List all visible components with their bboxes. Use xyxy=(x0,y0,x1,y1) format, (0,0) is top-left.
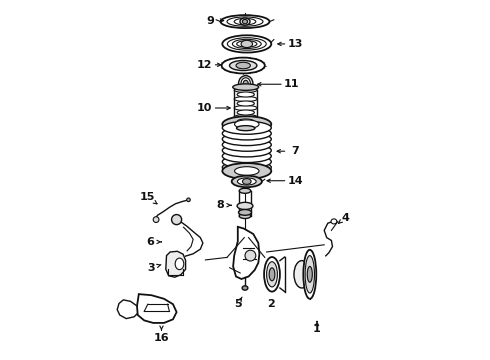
Text: 10: 10 xyxy=(197,103,212,113)
Text: 3: 3 xyxy=(147,263,154,273)
Ellipse shape xyxy=(239,76,253,91)
Ellipse shape xyxy=(229,60,257,71)
Ellipse shape xyxy=(303,250,316,299)
Ellipse shape xyxy=(220,15,270,28)
Ellipse shape xyxy=(175,258,184,270)
Ellipse shape xyxy=(237,41,257,47)
Ellipse shape xyxy=(307,266,312,282)
Ellipse shape xyxy=(222,163,271,179)
Ellipse shape xyxy=(222,121,271,134)
Ellipse shape xyxy=(233,84,259,90)
Ellipse shape xyxy=(241,78,250,89)
Ellipse shape xyxy=(222,35,271,53)
Ellipse shape xyxy=(239,213,251,219)
Text: 5: 5 xyxy=(234,299,242,309)
Ellipse shape xyxy=(237,92,254,97)
Ellipse shape xyxy=(234,87,257,93)
Text: 8: 8 xyxy=(217,200,224,210)
Ellipse shape xyxy=(153,217,159,222)
Ellipse shape xyxy=(232,39,261,49)
Ellipse shape xyxy=(240,18,250,25)
Ellipse shape xyxy=(237,101,254,106)
Ellipse shape xyxy=(234,114,257,120)
Text: 6: 6 xyxy=(147,237,155,247)
Text: 13: 13 xyxy=(288,39,303,49)
Ellipse shape xyxy=(222,161,271,174)
Polygon shape xyxy=(137,294,176,323)
Text: 14: 14 xyxy=(288,176,303,186)
Polygon shape xyxy=(233,227,259,279)
Ellipse shape xyxy=(222,116,271,132)
Ellipse shape xyxy=(222,132,271,145)
Ellipse shape xyxy=(237,119,254,124)
Text: 11: 11 xyxy=(284,79,299,89)
Ellipse shape xyxy=(172,215,182,225)
Text: 15: 15 xyxy=(140,192,155,202)
Ellipse shape xyxy=(264,257,280,292)
Ellipse shape xyxy=(227,38,266,50)
Ellipse shape xyxy=(227,17,263,26)
Ellipse shape xyxy=(237,126,255,131)
Ellipse shape xyxy=(305,256,315,293)
Text: 4: 4 xyxy=(341,213,349,223)
Polygon shape xyxy=(166,251,186,277)
Ellipse shape xyxy=(222,138,271,151)
Ellipse shape xyxy=(187,198,190,202)
Ellipse shape xyxy=(222,144,271,157)
Ellipse shape xyxy=(222,155,271,168)
Text: 16: 16 xyxy=(154,333,169,343)
Ellipse shape xyxy=(234,105,257,111)
Ellipse shape xyxy=(331,219,337,224)
Ellipse shape xyxy=(232,176,262,187)
Ellipse shape xyxy=(267,262,277,287)
Ellipse shape xyxy=(222,150,271,163)
Text: 12: 12 xyxy=(197,60,213,70)
Ellipse shape xyxy=(243,80,248,87)
Ellipse shape xyxy=(234,18,256,25)
Ellipse shape xyxy=(235,167,259,175)
Ellipse shape xyxy=(234,96,257,102)
Ellipse shape xyxy=(239,188,251,193)
Ellipse shape xyxy=(221,58,265,73)
Text: 1: 1 xyxy=(313,324,321,334)
Ellipse shape xyxy=(234,123,257,129)
Ellipse shape xyxy=(242,286,248,290)
Ellipse shape xyxy=(245,250,256,261)
Ellipse shape xyxy=(222,127,271,140)
Text: 9: 9 xyxy=(207,15,215,26)
Text: 2: 2 xyxy=(267,299,275,309)
Ellipse shape xyxy=(237,202,253,210)
Text: 7: 7 xyxy=(292,146,299,156)
Ellipse shape xyxy=(243,179,251,184)
Ellipse shape xyxy=(294,261,310,288)
Ellipse shape xyxy=(236,62,250,69)
Ellipse shape xyxy=(243,19,247,24)
Ellipse shape xyxy=(235,120,259,129)
Ellipse shape xyxy=(239,210,251,215)
Ellipse shape xyxy=(237,110,254,115)
Ellipse shape xyxy=(238,178,256,185)
Ellipse shape xyxy=(269,268,275,281)
Ellipse shape xyxy=(241,40,252,48)
